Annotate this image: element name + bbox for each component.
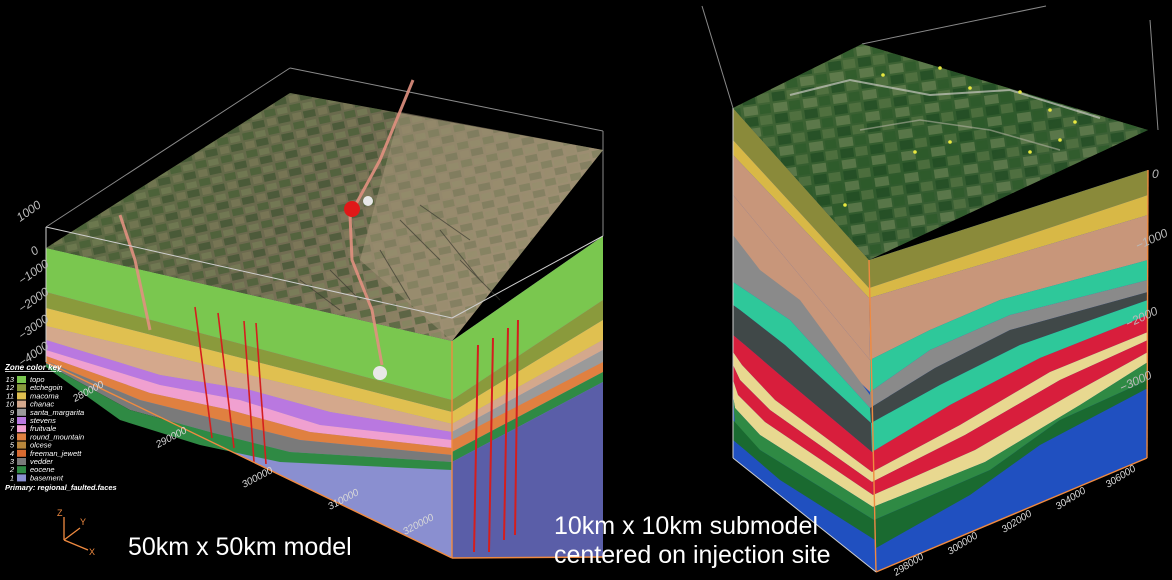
- injection-site-marker: [344, 201, 360, 217]
- x-axis-label: X: [89, 547, 95, 557]
- z-axis-label: Z: [57, 508, 63, 518]
- zone-key-name: etchegoin: [30, 383, 63, 392]
- axis-triad: [63, 517, 89, 551]
- zone-key-name: macoma: [30, 391, 59, 400]
- zone-key-number: 8: [10, 416, 15, 425]
- zone-key-swatch: [17, 417, 26, 424]
- zone-key-number: 1: [10, 473, 14, 482]
- right-caption-line-1: 10km x 10km submodel: [554, 512, 819, 540]
- zone-key-number: 10: [6, 400, 15, 409]
- zone-key-name: santa_margarita: [30, 408, 84, 417]
- left-bounding-box: [45, 67, 604, 236]
- zone-key-name: eocene: [30, 465, 55, 474]
- zone-key-swatch: [17, 425, 26, 433]
- zone-key-name: topo: [30, 375, 45, 384]
- zone-key-swatch: [17, 458, 26, 465]
- right-frame-edges: [868, 169, 1149, 573]
- zone-key-name: olcese: [30, 441, 52, 450]
- zone-key-number: 11: [6, 391, 14, 400]
- zone-key-name: freeman_jewett: [30, 449, 82, 458]
- city-marker: [373, 366, 387, 380]
- zone-key-name: fruitvale: [30, 424, 56, 433]
- zone-key-swatch: [17, 400, 26, 408]
- zone-key-swatch: [17, 376, 26, 383]
- zone-key-swatch: [17, 392, 26, 400]
- left-model-caption: 50km x 50km model: [128, 533, 352, 561]
- zone-key-number: 12: [6, 383, 15, 392]
- left-top-surface-imagery: [46, 79, 603, 380]
- zone-key-swatch: [17, 384, 26, 392]
- zone-key-number: 4: [10, 449, 14, 458]
- left-front-face: [46, 248, 452, 558]
- depth-label: 0: [1152, 167, 1159, 181]
- primary-surface-label: Primary: regional_faulted.faces: [5, 483, 117, 492]
- zone-key-number: 2: [9, 465, 15, 474]
- zone-key-number: 3: [10, 457, 15, 466]
- zone-key-name: chanac: [30, 400, 54, 409]
- zone-key-swatch: [17, 466, 26, 474]
- x-tick-label: 300000: [240, 465, 275, 491]
- right-model-block: 0 −1000 −2000 −3000 298000 300000 302000…: [701, 5, 1170, 579]
- zone-key-swatch: [17, 408, 26, 416]
- zone-key-swatch: [17, 441, 26, 449]
- left-model-block: 1000 0 −1000 −2000 −3000 −4000 280000 29…: [4, 67, 604, 559]
- zone-key-number: 6: [10, 432, 15, 441]
- depth-label: 0: [28, 243, 42, 258]
- zone-key-number: 9: [10, 408, 15, 417]
- left-frame-edges: [45, 341, 604, 559]
- zone-key-number: 5: [10, 441, 15, 450]
- zone-key-name: basement: [30, 473, 64, 482]
- zone-key-swatch: [17, 433, 26, 441]
- zone-key-swatch: [17, 449, 26, 457]
- right-model-caption: 10km x 10km submodel centered on injecti…: [554, 512, 831, 570]
- right-top-surface-imagery: [733, 44, 1148, 260]
- zone-key-number: 13: [6, 375, 15, 384]
- zone-key-name: vedder: [30, 457, 53, 466]
- right-right-face: [869, 170, 1148, 572]
- city-marker: [363, 196, 373, 206]
- zone-key-name: round_mountain: [30, 432, 84, 441]
- zone-key-number: 7: [10, 424, 15, 433]
- y-axis-label: Y: [80, 517, 86, 527]
- depth-label: 1000: [14, 197, 44, 224]
- zone-key-name: stevens: [30, 416, 56, 425]
- right-caption-line-2: centered on injection site: [554, 541, 831, 569]
- left-side-face: [452, 236, 603, 558]
- right-left-face: [733, 108, 876, 572]
- zone-key-title: Zone color key: [4, 363, 62, 372]
- zone-key-swatch: [17, 474, 26, 482]
